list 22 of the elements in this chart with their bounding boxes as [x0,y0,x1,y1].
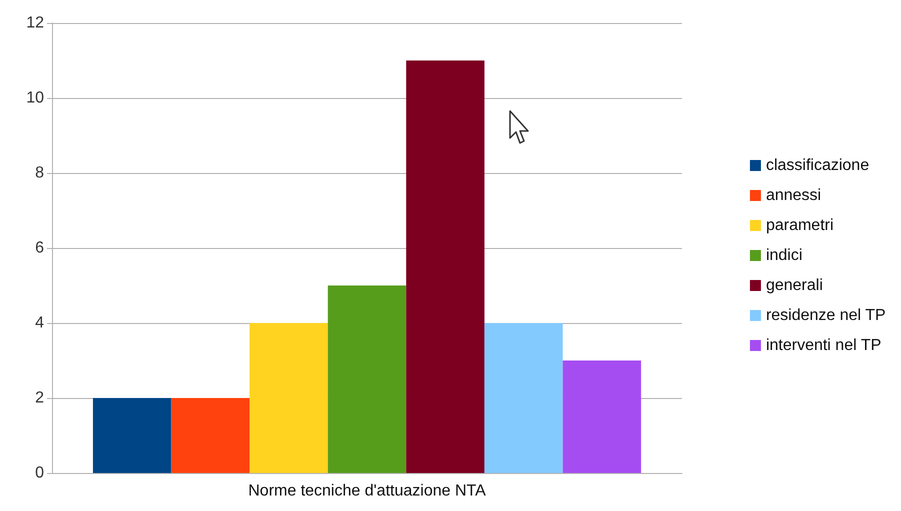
bar [484,323,563,473]
legend-label: residenze nel TP [766,307,886,324]
x-tick-label: Norme tecniche d'attuazione NTA [248,482,486,500]
y-tick-label: 12 [26,14,44,32]
y-tick-label: 10 [26,90,44,106]
bar [92,398,172,473]
legend-label: parametri [766,217,834,234]
y-tick-label: 2 [35,390,44,406]
legend-label: annessi [766,187,822,204]
bar [171,398,250,473]
legend-label: generali [766,277,823,294]
bar [406,60,484,473]
bar [562,360,642,473]
legend-label: classificazione [766,157,870,174]
bar [250,323,328,473]
legend-label: interventi nel TP [766,337,882,354]
y-tick-label: 8 [35,164,44,182]
bar [328,286,406,473]
y-tick-label: 0 [35,464,44,482]
y-tick-label: 6 [35,240,44,256]
legend-label: indici [766,247,802,264]
y-tick-label: 4 [35,314,44,332]
